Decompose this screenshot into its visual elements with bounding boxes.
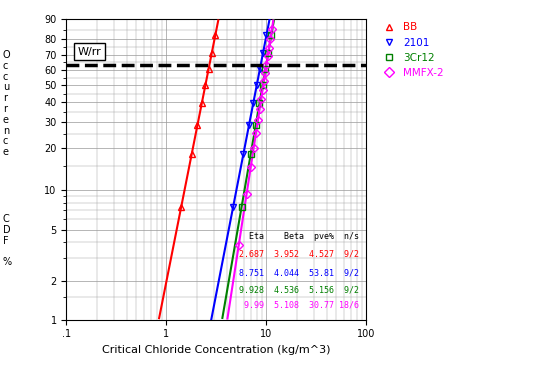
Text: Eta    Beta  pve%  n/s: Eta Beta pve% n/s [239,232,359,241]
Text: 9.99  5.108  30.77 18/6: 9.99 5.108 30.77 18/6 [239,301,359,310]
Text: C
D
F

%: C D F % [3,214,12,267]
Legend: BB, 2101, 3Cr12, MMFX-2: BB, 2101, 3Cr12, MMFX-2 [375,18,448,82]
Text: 9.928  4.536  5.156  9/2: 9.928 4.536 5.156 9/2 [239,285,359,295]
X-axis label: Critical Chloride Concentration (kg/m^3): Critical Chloride Concentration (kg/m^3) [102,345,330,355]
Text: W/rr: W/rr [78,47,102,57]
Text: O
c
c
u
r
r
e
n
c
e: O c c u r r e n c e [3,50,10,157]
Text: 8.751  4.044  53.81  9/2: 8.751 4.044 53.81 9/2 [239,269,359,278]
Text: 2.687  3.952  4.527  9/2: 2.687 3.952 4.527 9/2 [239,250,359,259]
